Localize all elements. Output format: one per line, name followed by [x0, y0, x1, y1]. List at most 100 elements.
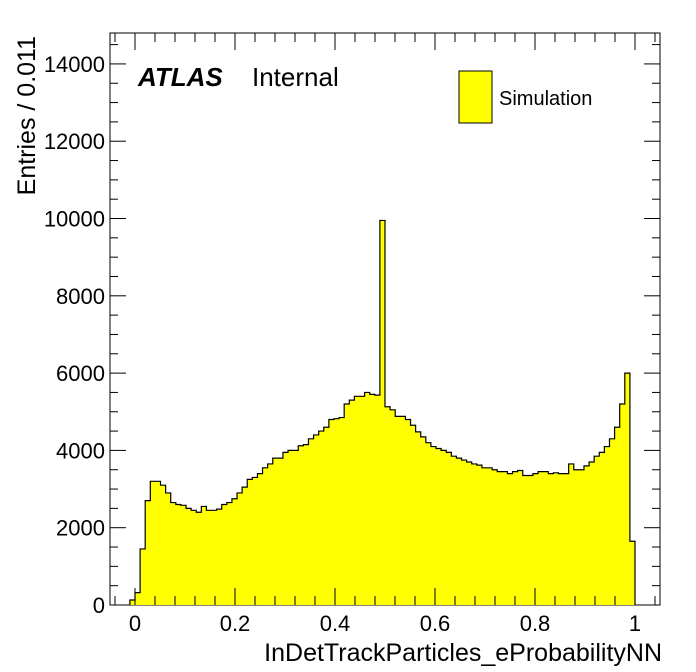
- histogram-bin: [160, 485, 167, 605]
- histogram-bin: [441, 450, 447, 605]
- histogram-bin: [129, 599, 136, 605]
- histogram-bin: [303, 444, 309, 605]
- histogram-bin: [629, 541, 636, 605]
- histogram-bin: [369, 394, 376, 605]
- histogram-bin: [242, 487, 248, 605]
- histogram-bin: [349, 400, 355, 605]
- histogram-bin: [374, 395, 381, 605]
- histogram-bin: [614, 427, 621, 605]
- histogram-bin: [609, 438, 615, 605]
- histogram-bin: [476, 465, 483, 605]
- histogram-bin: [339, 417, 345, 605]
- histogram-bin: [471, 463, 478, 605]
- histogram-bin: [481, 467, 488, 605]
- x-tick-label: 0.6: [420, 611, 451, 636]
- y-tick-label: 0: [93, 593, 105, 618]
- histogram-bin: [221, 504, 228, 605]
- axis-tick-labels: 0 0.2 0.4 0.6 0.8 1 0 2000 4000 6000 8000 10000 1200…: [44, 52, 641, 636]
- histogram-bin: [175, 504, 182, 605]
- legend-entry: Simulation: [499, 88, 592, 110]
- y-tick-label: 10000: [44, 207, 105, 232]
- histogram-bin: [257, 473, 263, 605]
- x-tick-label: 0: [129, 611, 141, 636]
- histogram-bin: [216, 509, 223, 605]
- histogram-bin: [578, 469, 585, 605]
- histogram-bin: [395, 416, 401, 605]
- histogram-bin: [507, 473, 513, 605]
- histogram-bin: [573, 469, 580, 605]
- y-tick-label: 4000: [56, 438, 105, 463]
- histogram-bin: [430, 446, 437, 605]
- histogram-bin: [140, 548, 146, 605]
- histogram-bin: [267, 463, 274, 605]
- histogram-bin: [599, 452, 605, 605]
- histogram-bin: [390, 409, 396, 605]
- histogram-bin: [594, 456, 600, 605]
- histogram-bin: [379, 220, 386, 605]
- histogram-bin: [492, 469, 498, 605]
- internal-label: Internal: [252, 62, 339, 92]
- histogram-bin: [262, 467, 269, 605]
- x-tick-label: 0.8: [520, 611, 551, 636]
- histogram-bin: [589, 462, 595, 605]
- histogram-bin: [247, 479, 253, 605]
- histogram-bin: [186, 508, 192, 605]
- histogram-bin: [288, 450, 294, 605]
- y-tick-label: 8000: [56, 284, 105, 309]
- histogram-bin: [517, 470, 524, 605]
- histogram-bin: [201, 506, 207, 605]
- histogram-bin: [385, 406, 391, 605]
- histogram-bin: [451, 456, 457, 605]
- histogram-bin: [308, 438, 314, 605]
- legend-swatch: [458, 70, 493, 124]
- histogram-bin: [165, 492, 172, 605]
- histogram-bin: [420, 436, 427, 605]
- histogram-bin: [624, 373, 631, 605]
- histogram-bin: [170, 502, 177, 605]
- histogram-bin: [359, 396, 365, 605]
- histogram-bin: [344, 404, 350, 605]
- histogram-bin: [135, 592, 141, 605]
- histogram-bin: [548, 473, 554, 605]
- histogram-outline: [129, 219, 636, 605]
- x-tick-label: 0.4: [320, 611, 351, 636]
- histogram-bin: [497, 471, 503, 605]
- histogram-bin: [364, 392, 371, 605]
- histogram-bin: [538, 471, 544, 605]
- y-tick-label: 2000: [56, 516, 105, 541]
- histogram-bin: [196, 512, 202, 605]
- histogram-bin: [282, 452, 289, 605]
- x-axis-label: InDetTrackParticles_eProbabilityNN: [264, 639, 662, 667]
- y-tick-label: 6000: [56, 361, 105, 386]
- histogram-bin: [180, 505, 187, 605]
- histogram-bin: [604, 446, 610, 605]
- histogram-bin: [237, 492, 243, 605]
- histogram-bin: [512, 471, 519, 605]
- histogram-bin: [354, 396, 360, 605]
- histogram-bin: [446, 452, 452, 605]
- histogram-bin: [211, 510, 218, 605]
- histogram-bin: [456, 458, 462, 605]
- y-axis-label: Entries / 0.011: [13, 36, 41, 195]
- histogram-bin: [532, 473, 539, 605]
- histogram-bin: [226, 502, 233, 605]
- histogram-bin: [277, 458, 284, 605]
- histogram-bin: [333, 418, 340, 605]
- histogram-bin: [252, 477, 258, 605]
- histogram-bin: [145, 500, 151, 605]
- histogram-bin: [410, 425, 417, 605]
- atlas-label: ATLAS: [137, 62, 223, 92]
- x-tick-label: 0.2: [220, 611, 251, 636]
- histogram-bin: [466, 462, 473, 605]
- histogram-bin: [619, 404, 626, 605]
- histogram-bin: [328, 419, 335, 605]
- histogram-bin: [461, 460, 468, 605]
- histogram-bin: [502, 471, 508, 605]
- y-tick-label: 14000: [44, 52, 105, 77]
- x-tick-label: 1: [629, 611, 641, 636]
- histogram-bin: [415, 431, 422, 605]
- histogram-bin: [313, 434, 320, 605]
- histogram-bin: [487, 467, 493, 605]
- histogram-bars: [129, 220, 636, 605]
